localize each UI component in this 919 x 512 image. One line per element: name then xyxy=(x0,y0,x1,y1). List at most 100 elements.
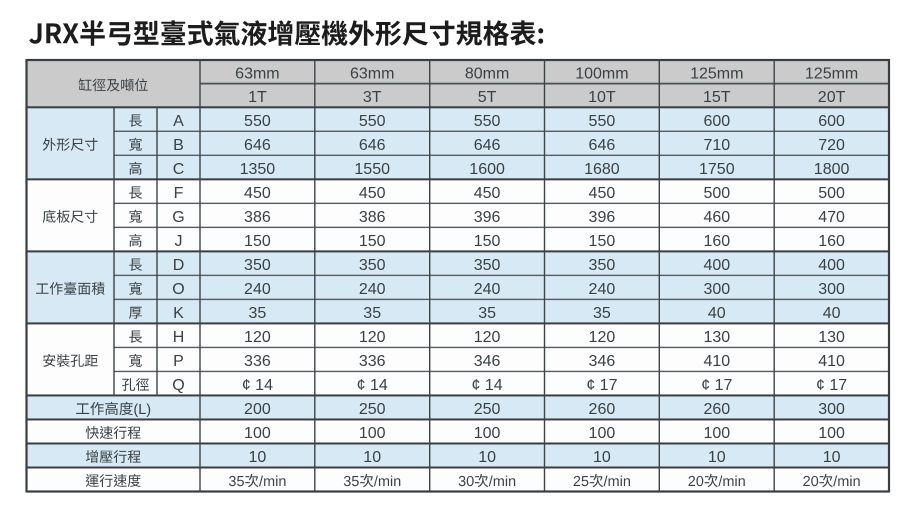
svg-text:550: 550 xyxy=(244,113,271,130)
svg-text:410: 410 xyxy=(703,353,730,370)
svg-text:40: 40 xyxy=(823,305,841,322)
svg-text:240: 240 xyxy=(359,281,386,298)
svg-text:350: 350 xyxy=(589,257,616,274)
svg-text:120: 120 xyxy=(474,329,501,346)
svg-text:1750: 1750 xyxy=(699,161,735,178)
svg-text:120: 120 xyxy=(359,329,386,346)
svg-text:35: 35 xyxy=(478,305,496,322)
svg-text:450: 450 xyxy=(474,185,501,202)
svg-text:10: 10 xyxy=(363,449,381,466)
svg-text:35: 35 xyxy=(249,305,267,322)
svg-text:460: 460 xyxy=(703,209,730,226)
svg-text:10: 10 xyxy=(249,449,267,466)
svg-text:100: 100 xyxy=(359,425,386,442)
svg-text:336: 336 xyxy=(244,353,271,370)
svg-text:G: G xyxy=(172,209,184,226)
svg-text:C: C xyxy=(173,161,185,178)
svg-text:396: 396 xyxy=(589,209,616,226)
svg-text:A: A xyxy=(173,113,184,130)
svg-text:450: 450 xyxy=(359,185,386,202)
svg-text:130: 130 xyxy=(703,329,730,346)
svg-text:410: 410 xyxy=(818,353,845,370)
svg-text:80mm: 80mm xyxy=(465,66,509,83)
svg-text:300: 300 xyxy=(818,281,845,298)
svg-text:500: 500 xyxy=(703,185,730,202)
svg-text:346: 346 xyxy=(589,353,616,370)
svg-text:646: 646 xyxy=(474,137,501,154)
svg-text:5T: 5T xyxy=(478,89,497,106)
svg-text:1350: 1350 xyxy=(240,161,276,178)
svg-text:710: 710 xyxy=(703,137,730,154)
svg-text:35: 35 xyxy=(363,305,381,322)
svg-text:Q: Q xyxy=(172,377,184,394)
svg-text:600: 600 xyxy=(818,113,845,130)
svg-text:400: 400 xyxy=(703,257,730,274)
svg-text:15T: 15T xyxy=(703,89,731,106)
svg-text:150: 150 xyxy=(474,233,501,250)
svg-text:346: 346 xyxy=(474,353,501,370)
svg-text:350: 350 xyxy=(474,257,501,274)
svg-text:B: B xyxy=(173,137,184,154)
svg-text:646: 646 xyxy=(359,137,386,154)
svg-text:120: 120 xyxy=(244,329,271,346)
svg-text:240: 240 xyxy=(589,281,616,298)
svg-text:35: 35 xyxy=(593,305,611,322)
svg-text:200: 200 xyxy=(244,401,271,418)
svg-text:100: 100 xyxy=(244,425,271,442)
svg-text:10: 10 xyxy=(593,449,611,466)
svg-text:160: 160 xyxy=(818,233,845,250)
svg-text:120: 120 xyxy=(589,329,616,346)
svg-text:150: 150 xyxy=(589,233,616,250)
svg-text:250: 250 xyxy=(474,401,501,418)
svg-text:500: 500 xyxy=(818,185,845,202)
svg-text:550: 550 xyxy=(474,113,501,130)
svg-text:¢ 14: ¢ 14 xyxy=(357,377,388,394)
svg-text:300: 300 xyxy=(818,401,845,418)
svg-text:10: 10 xyxy=(708,449,726,466)
svg-text:K: K xyxy=(173,305,184,322)
svg-text:550: 550 xyxy=(589,113,616,130)
svg-text:¢ 17: ¢ 17 xyxy=(586,377,617,394)
svg-text:1550: 1550 xyxy=(354,161,390,178)
svg-text:400: 400 xyxy=(818,257,845,274)
svg-text:100: 100 xyxy=(474,425,501,442)
svg-text:646: 646 xyxy=(244,137,271,154)
svg-text:550: 550 xyxy=(359,113,386,130)
svg-text:160: 160 xyxy=(703,233,730,250)
svg-text:J: J xyxy=(175,233,183,250)
svg-text:240: 240 xyxy=(474,281,501,298)
svg-text:260: 260 xyxy=(589,401,616,418)
svg-text:1600: 1600 xyxy=(469,161,505,178)
svg-text:63mm: 63mm xyxy=(235,66,279,83)
svg-text:336: 336 xyxy=(359,353,386,370)
svg-text:1680: 1680 xyxy=(584,161,620,178)
svg-text:10: 10 xyxy=(823,449,841,466)
svg-text:260: 260 xyxy=(703,401,730,418)
svg-text:350: 350 xyxy=(244,257,271,274)
svg-text:¢ 17: ¢ 17 xyxy=(701,377,732,394)
svg-text:125mm: 125mm xyxy=(805,66,858,83)
svg-text:470: 470 xyxy=(818,209,845,226)
svg-text:¢ 14: ¢ 14 xyxy=(242,377,273,394)
svg-text:646: 646 xyxy=(589,137,616,154)
svg-text:386: 386 xyxy=(359,209,386,226)
svg-text:F: F xyxy=(174,185,184,202)
svg-text:10T: 10T xyxy=(588,89,616,106)
svg-text:130: 130 xyxy=(818,329,845,346)
svg-text:100mm: 100mm xyxy=(575,66,628,83)
svg-text:100: 100 xyxy=(589,425,616,442)
svg-text:40: 40 xyxy=(708,305,726,322)
svg-text:600: 600 xyxy=(703,113,730,130)
svg-text:H: H xyxy=(173,329,185,346)
svg-text:63mm: 63mm xyxy=(350,66,394,83)
svg-text:386: 386 xyxy=(244,209,271,226)
svg-text:D: D xyxy=(173,257,185,274)
svg-text:100: 100 xyxy=(703,425,730,442)
svg-text:150: 150 xyxy=(244,233,271,250)
svg-text:1800: 1800 xyxy=(814,161,850,178)
svg-text:450: 450 xyxy=(589,185,616,202)
svg-text:10: 10 xyxy=(478,449,496,466)
svg-text:125mm: 125mm xyxy=(690,66,743,83)
svg-text:300: 300 xyxy=(703,281,730,298)
svg-text:¢ 17: ¢ 17 xyxy=(816,377,847,394)
